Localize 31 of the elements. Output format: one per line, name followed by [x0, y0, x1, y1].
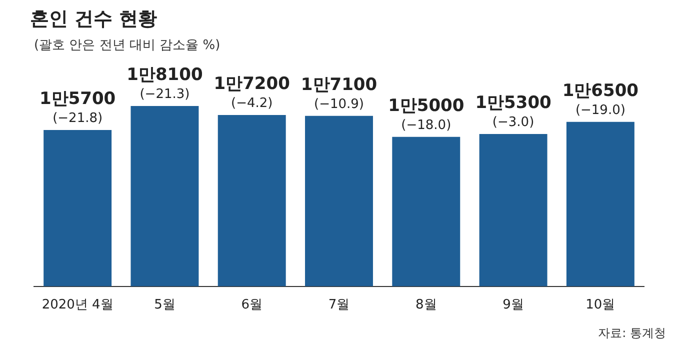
- bar: [218, 115, 286, 286]
- chart-title: 혼인 건수 현황: [30, 7, 158, 32]
- annotation: (−4.2): [231, 96, 273, 112]
- annotation: 1만5700: [39, 88, 116, 109]
- bar: [130, 106, 199, 286]
- x-tick-label: 8월: [416, 298, 437, 313]
- annotation: 1만5000: [388, 96, 464, 116]
- bar: [305, 116, 373, 286]
- x-tick-label: 9월: [502, 298, 524, 313]
- annotation: (−21.8): [52, 110, 103, 126]
- annotation: (−10.9): [314, 96, 364, 112]
- annotation: (−3.0): [492, 114, 534, 130]
- bar: [479, 134, 548, 286]
- annotation: 1만5300: [475, 92, 552, 113]
- annotation: (−19.0): [575, 102, 626, 118]
- x-tick-label: 2020년 4월: [42, 298, 114, 313]
- bar: [392, 136, 460, 286]
- x-tick-label: 10월: [586, 298, 616, 313]
- bar: [44, 130, 112, 286]
- annotation: 1만7200: [214, 74, 290, 94]
- bar: [566, 122, 634, 286]
- annotation: (−18.0): [401, 118, 452, 133]
- x-tick-label: 5월: [154, 298, 176, 313]
- x-tick-label: 6월: [241, 298, 262, 313]
- x-tick-label: 7월: [328, 298, 350, 313]
- chart-subtitle: (괄호 안은 전년 대비 감소율 %): [34, 37, 220, 54]
- annotation: 1만7100: [300, 74, 378, 95]
- text: 자료: 통계청: [598, 325, 666, 342]
- annotation: 1만8100: [126, 65, 203, 85]
- annotation: 1만6500: [562, 80, 639, 101]
- annotation: (−21.3): [140, 87, 190, 102]
